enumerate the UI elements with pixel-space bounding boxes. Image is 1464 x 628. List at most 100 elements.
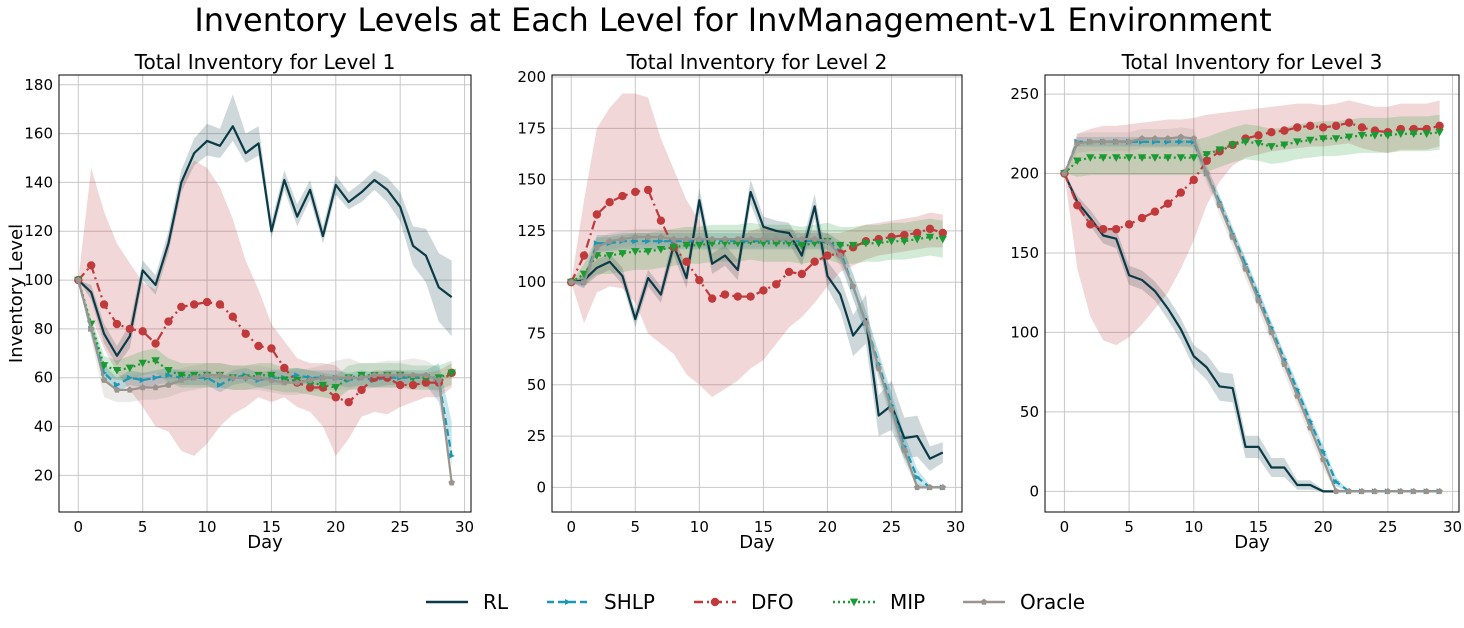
x-tick-label: 25 — [882, 518, 901, 536]
point-mip — [772, 239, 781, 248]
band-dfo — [1064, 100, 1440, 346]
point-oracle — [1164, 135, 1172, 142]
point-mip — [1202, 151, 1211, 159]
y-tick-label: 200 — [1010, 165, 1039, 183]
point-mip — [1409, 130, 1418, 138]
y-tick-label: 80 — [34, 320, 53, 338]
point-oracle — [1319, 456, 1327, 463]
point-dfo — [759, 286, 768, 295]
point-oracle — [203, 371, 211, 379]
point-dfo — [592, 210, 602, 219]
band-mip — [78, 280, 452, 400]
point-mip — [1086, 154, 1095, 162]
x-tick-label: 20 — [1314, 518, 1333, 536]
line-rl — [77, 125, 453, 357]
y-tick-label: 100 — [517, 273, 546, 291]
x-tick-label: 15 — [754, 518, 773, 536]
x-axis-label: Day — [247, 532, 283, 553]
point-mip — [1124, 154, 1134, 162]
point-dfo — [267, 344, 276, 353]
legend-item-shlp: SHLP — [547, 590, 655, 614]
point-dfo — [1344, 118, 1354, 127]
point-oracle — [1242, 265, 1249, 272]
point-mip — [925, 233, 935, 242]
subplot-title: Total Inventory for Level 2 — [626, 50, 888, 74]
legend-label: SHLP — [604, 590, 655, 614]
series-rl — [77, 125, 453, 357]
point-oracle — [242, 374, 249, 381]
point-oracle — [875, 364, 882, 372]
point-mip — [682, 241, 691, 250]
point-mip — [900, 237, 909, 246]
point-mip — [784, 239, 794, 248]
point-dfo — [86, 261, 96, 270]
plot-area — [567, 93, 947, 491]
point-mip — [447, 369, 456, 378]
point-shlp — [139, 377, 146, 384]
point-oracle — [632, 233, 639, 240]
point-oracle — [306, 376, 314, 383]
band-rl — [571, 179, 943, 471]
grid — [552, 75, 962, 512]
point-oracle — [696, 235, 703, 242]
point-mip — [836, 241, 845, 250]
point-oracle — [1229, 233, 1236, 240]
point-oracle — [100, 376, 108, 383]
point-mip — [848, 241, 858, 250]
point-dfo — [579, 251, 589, 260]
point-oracle — [409, 371, 417, 379]
point-dfo — [1111, 224, 1121, 234]
point-oracle — [139, 384, 146, 391]
band-dfo — [78, 160, 452, 456]
y-tick-label: 100 — [24, 271, 53, 289]
axes-frame — [58, 74, 472, 513]
point-mip — [1344, 133, 1354, 142]
point-oracle — [798, 235, 806, 242]
point-oracle — [721, 235, 729, 242]
point-dfo — [1124, 220, 1134, 229]
point-mip — [164, 367, 173, 375]
point-dfo — [1357, 123, 1367, 132]
point-mip — [887, 237, 896, 246]
point-oracle — [1423, 487, 1430, 495]
point-dfo — [1318, 123, 1328, 132]
point-oracle — [293, 379, 301, 386]
figure-title: Inventory Levels at Each Level for InvMa… — [194, 1, 1271, 39]
point-oracle — [939, 483, 947, 491]
point-oracle — [1125, 138, 1133, 145]
legend-item-oracle: Oracle — [963, 590, 1085, 614]
point-shlp — [165, 372, 172, 379]
x-tick-label: 30 — [1443, 518, 1462, 536]
point-oracle — [580, 278, 588, 285]
y-tick-label: 140 — [24, 173, 53, 191]
point-dfo — [1189, 175, 1198, 185]
point-mip — [1099, 154, 1108, 162]
point-dfo — [344, 397, 353, 407]
subplot-2: 0 5 10 15 20 25 30 0 25 50 75 100 125 150 175 200 Total … — [517, 50, 965, 553]
point-mip — [861, 239, 871, 248]
point-dfo — [280, 363, 289, 373]
legend-label: DFO — [751, 590, 794, 614]
line-mip — [1063, 131, 1440, 175]
point-dfo — [189, 300, 199, 309]
legend-label: Oracle — [1020, 590, 1085, 614]
point-shlp — [1177, 138, 1184, 145]
point-mip — [1435, 128, 1444, 137]
subplot-title: Total Inventory for Level 1 — [134, 50, 396, 74]
band-oracle — [571, 228, 943, 488]
y-tick-label: 0 — [1029, 482, 1039, 500]
point-oracle — [1384, 487, 1392, 495]
point-mip — [331, 384, 341, 392]
point-mip — [267, 371, 276, 380]
point-dfo — [784, 267, 794, 277]
legend-label: RL — [483, 590, 509, 614]
y-tick-label: 20 — [34, 466, 53, 484]
point-mip — [1137, 154, 1147, 162]
subplot-title: Total Inventory for Level 3 — [1121, 50, 1383, 74]
point-shlp — [1333, 478, 1340, 485]
point-mip — [99, 362, 109, 370]
point-dfo — [331, 393, 341, 402]
point-dfo — [695, 275, 704, 285]
point-dfo — [656, 216, 666, 225]
